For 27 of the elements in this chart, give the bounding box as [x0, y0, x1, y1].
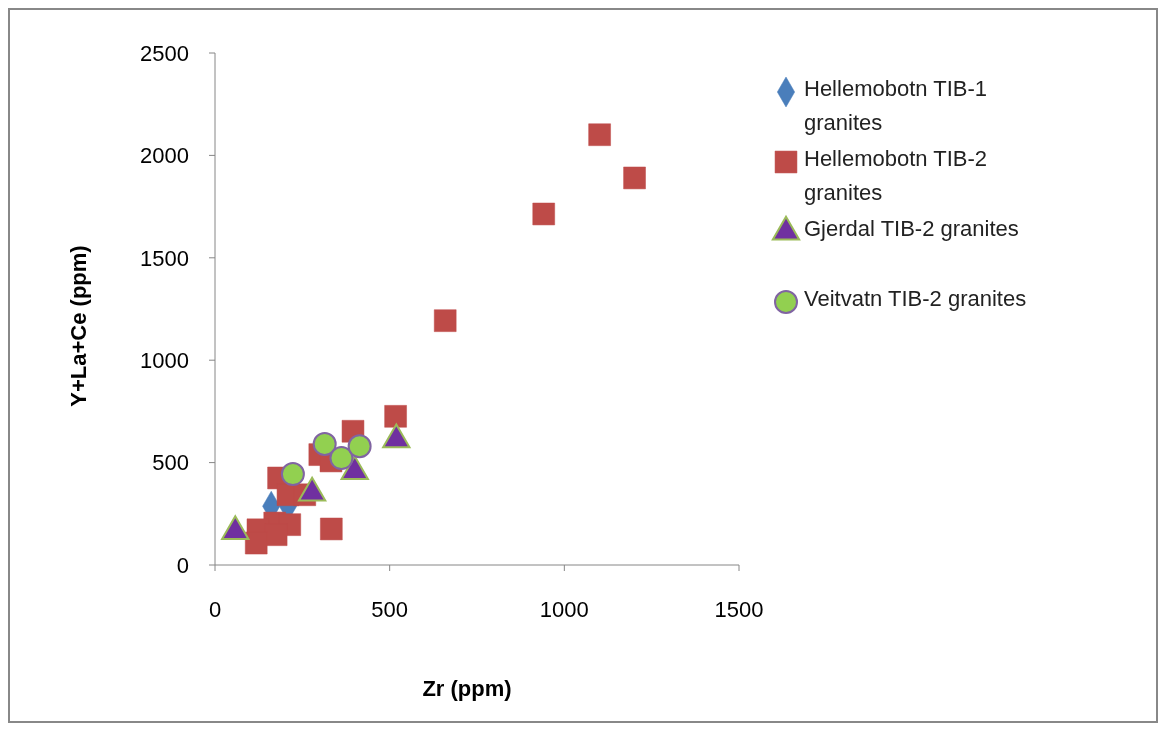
x-tick-label: 500	[371, 597, 409, 622]
point	[588, 123, 611, 146]
point	[329, 446, 354, 471]
point	[347, 434, 372, 459]
x-axis-title: Zr (ppm)	[422, 676, 512, 701]
point	[320, 517, 343, 541]
point	[280, 462, 305, 487]
y-tick-label: 0	[176, 552, 189, 578]
y-tick-label: 1500	[140, 245, 189, 271]
x-tick-label: 1500	[714, 597, 764, 622]
y-tick-label: 2000	[140, 143, 189, 169]
point	[532, 202, 555, 226]
x-tick-label: 0	[208, 597, 222, 622]
legend-label: Gjerdal TIB-2 granites	[804, 215, 1019, 241]
legend-label: Veitvatn TIB-2 granites	[804, 285, 1027, 311]
point	[434, 309, 457, 332]
point	[623, 166, 646, 190]
legend-label: Hellemobotn TIB-2 granites	[804, 145, 988, 205]
y-tick-label: 1000	[140, 347, 189, 373]
point	[245, 531, 268, 555]
legend-label: Hellemobotn TIB-1 granites	[804, 75, 988, 135]
point	[384, 405, 407, 428]
y-axis-title: Y+La+Ce (ppm)	[66, 245, 91, 407]
y-tick-label: 2500	[140, 40, 189, 66]
y-tick-label: 500	[152, 450, 189, 476]
point	[312, 431, 337, 456]
x-tick-label: 1000	[539, 597, 589, 622]
